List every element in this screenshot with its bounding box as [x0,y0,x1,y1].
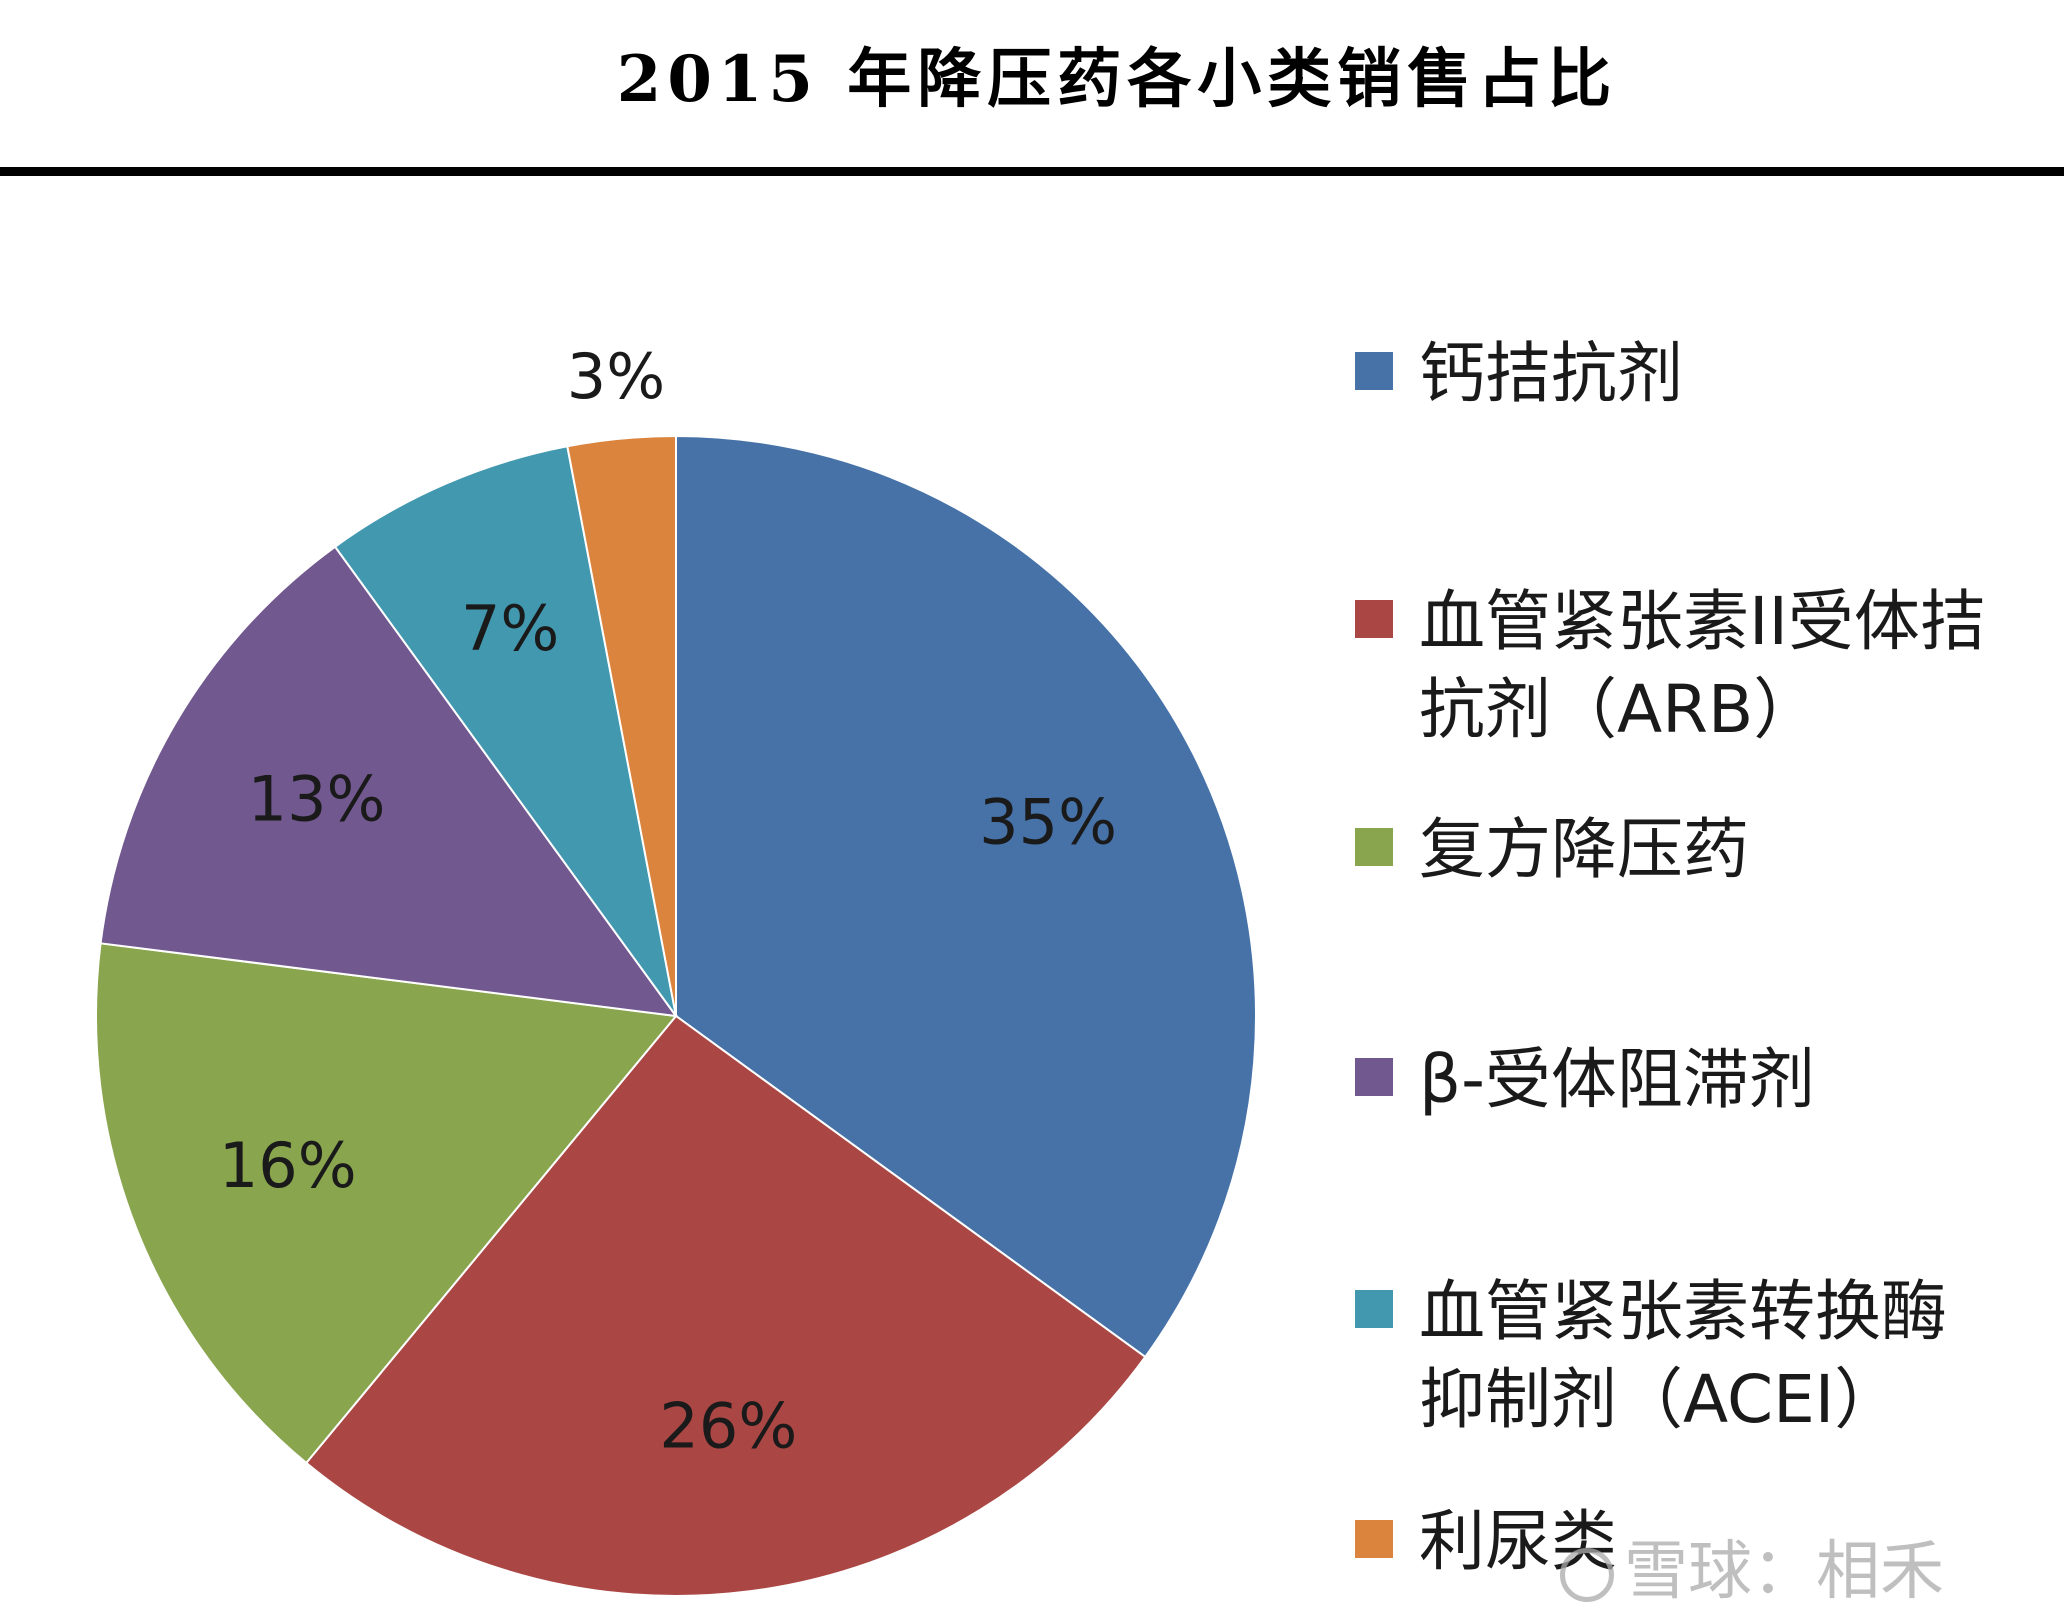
legend-label: 血管紧张素II受体拮抗剂（ARB） [1419,583,1986,748]
pie-slice-ccb [675,434,1257,1359]
data-label-acei: 7% [461,592,559,665]
legend-swatch [1355,352,1393,390]
legend-swatch [1355,828,1393,866]
legend-swatch [1355,1058,1393,1096]
data-label-arb: 26% [659,1389,797,1462]
legend-swatch [1355,1520,1393,1558]
snowball-logo-icon [1560,1548,1614,1603]
pie-slice-compound [95,942,678,1465]
data-label-ccb: 35% [979,786,1117,859]
legend-label: 血管紧张素转换酶抑制剂（ACEI） [1419,1273,1947,1438]
legend-item-compound: 复方降压药 [1355,806,1979,894]
pie-slice-arb [304,1014,1147,1597]
pie-slice-acei [333,445,677,1017]
legend-swatch [1355,1290,1393,1328]
watermark-text: 雪球：相禾 [1624,1535,1944,1609]
legend-swatch [1355,600,1393,638]
watermark: 雪球：相禾 [1560,1520,1944,1612]
data-label-diuretic: 3% [567,340,665,413]
pie-slice-diuretic [566,434,677,1017]
title-divider [0,167,2064,176]
legend-item-arb: 血管紧张素II受体拮抗剂（ARB） [1355,578,1999,754]
data-label-compound: 16% [219,1129,357,1202]
pie-chart: 35% 26% 16% 13% 7% 3% [95,340,1257,1597]
legend-item-ccb: 钙拮抗剂 [1355,330,1979,418]
chart-title: 2015 年降压药各小类销售占比 [616,42,1618,117]
legend-label: 钙拮抗剂 [1419,335,1683,412]
pie-slice-beta-blocker [99,545,679,1018]
legend-item-acei: 血管紧张素转换酶抑制剂（ACEI） [1355,1268,1959,1444]
legend-label: β-受体阻滞剂 [1419,1041,1815,1118]
data-label-beta-blocker: 13% [248,763,386,836]
legend-label: 复方降压药 [1419,811,1749,888]
pie-slices [95,434,1257,1597]
pie-data-labels: 35% 26% 16% 13% 7% 3% [219,340,1117,1462]
legend-item-beta-blocker: β-受体阻滞剂 [1355,1036,1979,1124]
